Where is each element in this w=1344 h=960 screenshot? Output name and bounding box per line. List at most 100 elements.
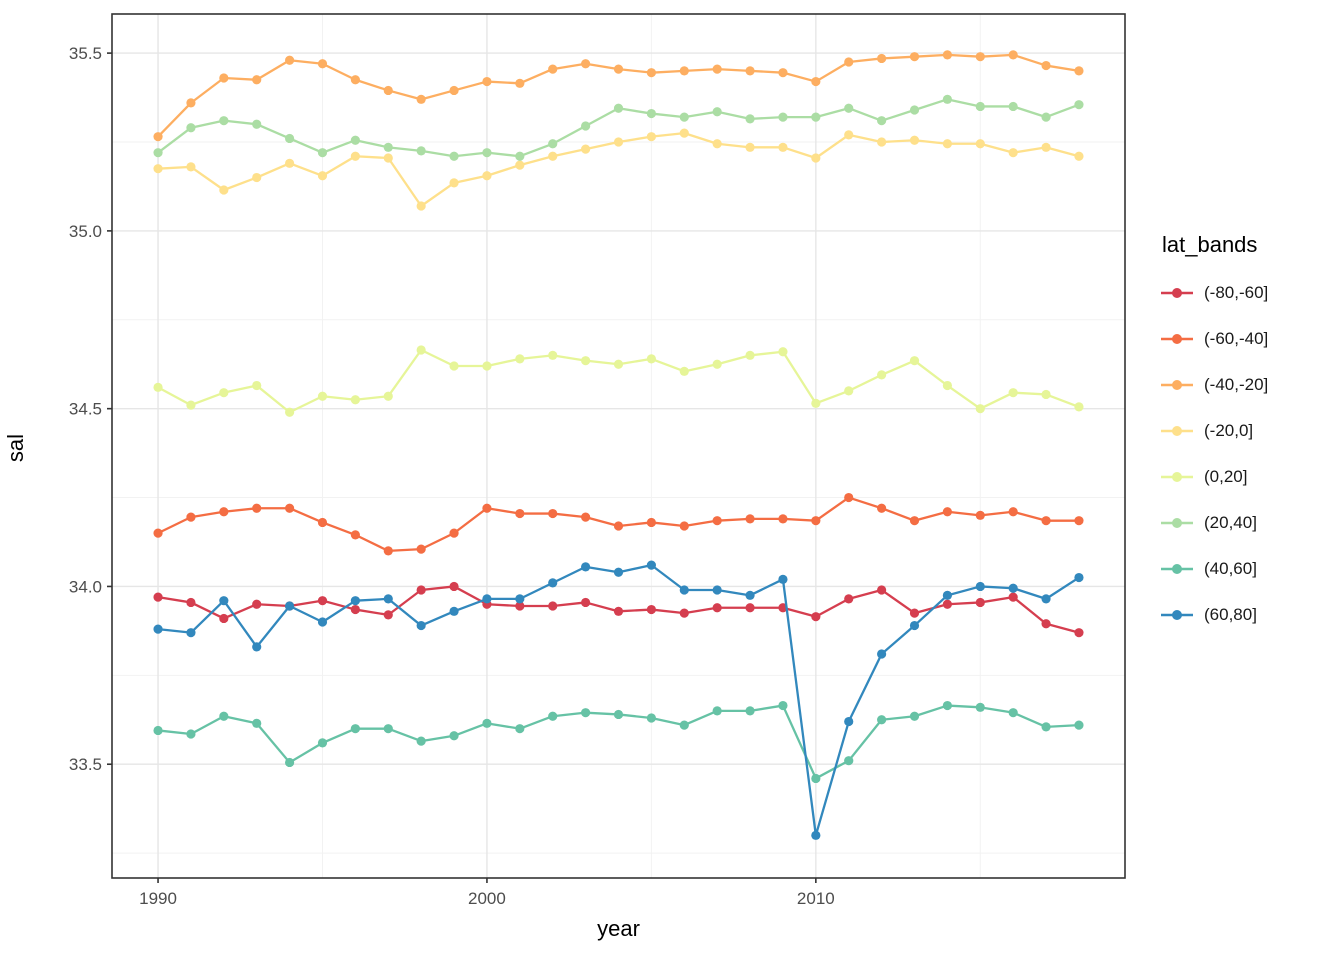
data-point [548, 151, 558, 161]
data-point [679, 366, 689, 376]
data-point [942, 590, 952, 600]
data-point [975, 581, 985, 592]
data-point [613, 137, 624, 147]
legend-key-line-point-icon [1161, 564, 1193, 574]
data-point [449, 151, 459, 161]
data-point [449, 85, 459, 96]
legend-item: (60,80] [1160, 592, 1268, 638]
data-point [153, 164, 163, 174]
legend-key-line-point-icon [1161, 380, 1193, 390]
data-point [1008, 101, 1018, 112]
data-point [613, 567, 624, 577]
data-point [153, 132, 163, 142]
y-tick-label: 33.5 [69, 755, 102, 774]
x-tick-label: 2010 [797, 889, 835, 908]
legend-items: (-80,-60] (-60,-40] (-40,-20] (-20,0] (0,20]… [1160, 270, 1268, 638]
data-point [745, 142, 755, 152]
data-point [350, 75, 360, 85]
data-point [482, 171, 492, 181]
data-point [778, 514, 788, 524]
data-point [844, 130, 854, 140]
legend-item-label: (-80,-60] [1204, 283, 1269, 302]
data-point [646, 517, 656, 528]
data-point [515, 151, 525, 161]
legend-key-line-point-icon [1161, 610, 1193, 620]
data-point [153, 382, 163, 392]
data-point [1074, 572, 1084, 583]
data-point [285, 407, 295, 417]
data-point [186, 597, 196, 608]
data-point [252, 119, 262, 129]
data-point [482, 148, 492, 158]
data-point [285, 601, 295, 611]
data-point [909, 608, 920, 618]
data-point [1008, 708, 1018, 718]
data-point [909, 105, 920, 115]
data-point [877, 137, 887, 147]
data-point [975, 404, 985, 414]
data-point [383, 610, 393, 620]
data-point [153, 592, 163, 602]
data-point [712, 107, 722, 117]
data-point [449, 178, 459, 188]
data-point [383, 546, 393, 556]
data-point [942, 50, 952, 60]
data-point [285, 55, 295, 65]
data-point [613, 64, 624, 74]
data-point [252, 599, 262, 609]
data-point [219, 596, 229, 606]
data-point [383, 724, 393, 734]
data-point [449, 581, 459, 592]
data-point [909, 52, 920, 62]
panel-border [111, 13, 1126, 879]
data-point [581, 144, 591, 154]
data-point [186, 123, 196, 133]
data-point [646, 132, 656, 142]
data-point [778, 142, 788, 152]
data-point [416, 544, 426, 554]
data-point [778, 574, 788, 584]
data-point [679, 521, 689, 531]
data-point [679, 128, 689, 138]
data-point [548, 711, 558, 721]
data-point [252, 718, 262, 728]
data-point [153, 528, 163, 538]
legend-item-label: (0,20] [1204, 467, 1248, 486]
data-point [515, 160, 525, 170]
data-point [745, 66, 755, 76]
data-point [942, 599, 952, 609]
data-point [548, 139, 558, 149]
data-point [383, 594, 393, 604]
data-point [317, 517, 328, 528]
data-point [186, 400, 196, 410]
data-point [416, 94, 426, 104]
data-point [811, 398, 821, 408]
data-point [877, 715, 887, 725]
data-point [383, 142, 393, 152]
data-point [581, 356, 591, 366]
data-point [1041, 619, 1051, 629]
legend-item: (-20,0] [1160, 408, 1268, 454]
data-point [877, 116, 887, 126]
legend-item-label: (20,40] [1204, 513, 1257, 532]
data-point [482, 361, 492, 371]
data-point [317, 617, 328, 627]
data-point [449, 731, 459, 741]
data-point [942, 380, 952, 391]
data-point [1074, 720, 1084, 730]
data-point [219, 388, 229, 398]
data-point [219, 613, 229, 624]
data-point [942, 700, 952, 711]
data-point [252, 172, 262, 183]
data-point [712, 64, 722, 74]
data-point [811, 773, 821, 784]
data-point [581, 59, 591, 69]
data-point [975, 702, 985, 712]
y-tick-label: 34.5 [69, 400, 102, 419]
data-point [416, 201, 426, 211]
legend-key-line-point-icon [1161, 288, 1193, 298]
data-point [613, 521, 624, 531]
data-point [712, 516, 722, 526]
data-point [1041, 594, 1051, 604]
